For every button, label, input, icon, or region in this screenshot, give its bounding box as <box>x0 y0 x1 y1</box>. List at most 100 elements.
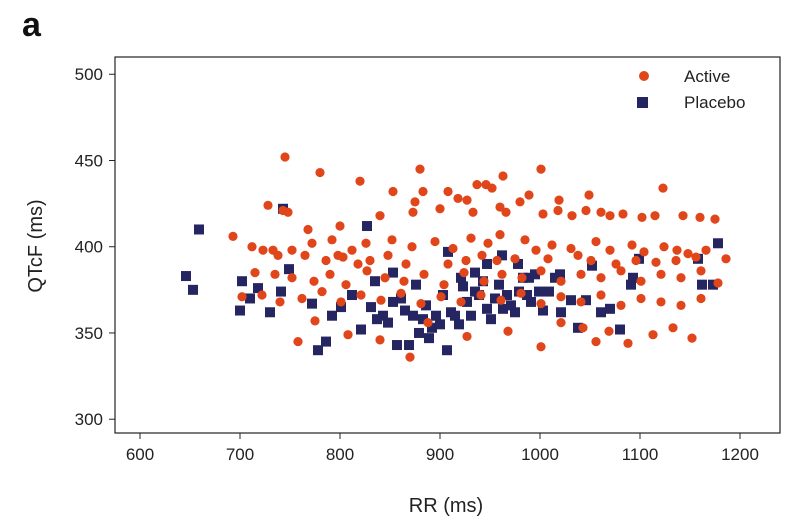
active-point <box>453 193 463 204</box>
placebo-point <box>555 269 565 280</box>
legend: Active Placebo <box>637 67 745 112</box>
x-tick-label: 1000 <box>521 445 559 464</box>
active-point <box>287 273 297 283</box>
active-point <box>576 269 586 279</box>
placebo-point <box>383 317 393 328</box>
active-point <box>459 267 469 278</box>
active-point <box>637 212 647 223</box>
x-tick-label: 800 <box>326 445 354 464</box>
active-point <box>496 295 506 305</box>
placebo-point <box>498 303 508 314</box>
placebo-point <box>321 336 331 347</box>
active-point <box>495 202 505 212</box>
placebo-point <box>713 238 723 249</box>
active-point <box>283 207 293 217</box>
active-point <box>315 167 325 178</box>
active-point <box>287 245 297 255</box>
placebo-point <box>388 296 398 307</box>
active-point <box>310 316 320 326</box>
placebo-point <box>556 307 566 318</box>
active-point <box>383 250 393 260</box>
placebo-point <box>276 286 286 297</box>
active-point <box>591 336 601 347</box>
placebo-point <box>708 279 718 290</box>
placebo-point <box>587 260 597 271</box>
placebo-point <box>462 296 472 307</box>
active-point <box>380 273 390 283</box>
active-point <box>472 180 482 190</box>
active-point <box>418 186 428 197</box>
active-point <box>477 250 487 260</box>
active-point <box>300 250 310 260</box>
active-point <box>410 197 420 207</box>
placebo-point <box>372 314 382 325</box>
placebo-point <box>235 305 245 316</box>
active-point <box>503 326 513 336</box>
active-point <box>443 259 453 269</box>
active-point <box>325 269 335 279</box>
placebo-point <box>456 272 466 283</box>
active-point <box>479 276 489 286</box>
active-point <box>596 207 606 217</box>
x-axis-title: RR (ms) <box>409 495 483 517</box>
placebo-point <box>470 267 480 278</box>
placebo-point <box>284 264 294 275</box>
placebo-point <box>265 307 275 318</box>
active-point <box>356 290 366 300</box>
active-point <box>701 245 711 255</box>
placebo-point <box>245 293 255 304</box>
active-point <box>462 331 472 342</box>
active-point <box>338 252 348 262</box>
active-point <box>247 242 257 252</box>
active-point <box>696 266 706 276</box>
active-point <box>307 238 317 248</box>
active-point <box>696 293 706 304</box>
active-point <box>636 293 646 304</box>
legend-placebo-label: Placebo <box>684 93 745 112</box>
active-point <box>408 207 418 217</box>
placebo-point <box>482 303 492 314</box>
placebo-point <box>494 279 504 290</box>
placebo-point <box>530 269 540 280</box>
active-point <box>361 238 371 248</box>
placebo-point <box>307 298 317 309</box>
placebo-point <box>435 319 445 330</box>
active-point <box>336 297 346 307</box>
active-point <box>387 235 397 245</box>
y-tick-label: 350 <box>75 324 103 343</box>
legend-active-marker <box>639 71 649 81</box>
active-point <box>676 273 686 283</box>
active-point <box>365 255 375 266</box>
x-tick-label: 700 <box>226 445 254 464</box>
tick-layer: 600 700 800 900 1000 1100 1200 300 350 400 450 500 <box>75 65 759 464</box>
active-point <box>578 323 588 333</box>
active-point <box>605 211 615 221</box>
placebo-point <box>427 322 437 333</box>
placebo-point <box>400 305 410 316</box>
placebo-point <box>497 250 507 261</box>
active-point <box>687 333 697 343</box>
active-point <box>456 297 466 307</box>
placebo-point <box>392 340 402 351</box>
active-point <box>656 269 666 279</box>
active-point <box>631 255 641 266</box>
active-point <box>591 236 601 247</box>
active-point <box>435 204 445 214</box>
y-tick-label: 300 <box>75 410 103 429</box>
active-point <box>462 195 472 205</box>
active-point <box>611 259 621 269</box>
x-tick-label: 1200 <box>721 445 759 464</box>
placebo-point <box>482 258 492 269</box>
active-point <box>556 276 566 286</box>
active-point <box>573 250 583 260</box>
active-point <box>461 255 471 266</box>
placebo-point <box>313 345 323 356</box>
active-point <box>596 290 606 300</box>
plot-frame <box>114 56 781 434</box>
placebo-point <box>581 295 591 306</box>
active-point <box>476 290 486 300</box>
x-tick-label: 900 <box>426 445 454 464</box>
placebo-point <box>697 279 707 290</box>
active-point <box>524 190 534 200</box>
